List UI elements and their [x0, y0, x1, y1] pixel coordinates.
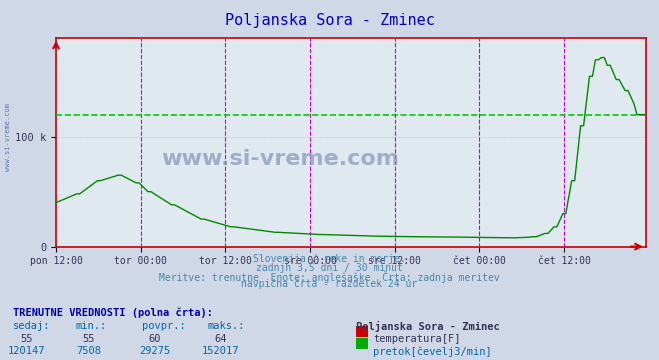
Text: Poljanska Sora - Zminec: Poljanska Sora - Zminec — [356, 321, 500, 332]
Text: Poljanska Sora - Zminec: Poljanska Sora - Zminec — [225, 13, 434, 28]
Text: navpična črta - razdelek 24 ur: navpična črta - razdelek 24 ur — [241, 279, 418, 289]
Text: 152017: 152017 — [202, 346, 239, 356]
Text: sedaj:: sedaj: — [13, 321, 51, 331]
Text: maks.:: maks.: — [208, 321, 245, 331]
Text: temperatura[F]: temperatura[F] — [373, 334, 461, 344]
Text: 7508: 7508 — [76, 346, 101, 356]
Text: 55: 55 — [83, 334, 95, 344]
Text: www.si-vreme.com: www.si-vreme.com — [5, 103, 11, 171]
Text: povpr.:: povpr.: — [142, 321, 185, 331]
Text: Meritve: trenutne  Enote: anglešaške  Črta: zadnja meritev: Meritve: trenutne Enote: anglešaške Črta… — [159, 271, 500, 283]
Text: zadnjh 3,5 dni / 30 minut: zadnjh 3,5 dni / 30 minut — [256, 263, 403, 273]
Text: 120147: 120147 — [8, 346, 45, 356]
Text: min.:: min.: — [76, 321, 107, 331]
Text: 64: 64 — [215, 334, 227, 344]
Text: Slovenija / reke in morje.: Slovenija / reke in morje. — [253, 254, 406, 264]
Text: 55: 55 — [20, 334, 32, 344]
Text: 60: 60 — [149, 334, 161, 344]
Text: 29275: 29275 — [139, 346, 171, 356]
Text: TRENUTNE VREDNOSTI (polna črta):: TRENUTNE VREDNOSTI (polna črta): — [13, 308, 213, 318]
Text: www.si-vreme.com: www.si-vreme.com — [161, 149, 399, 169]
Text: pretok[čevelj3/min]: pretok[čevelj3/min] — [373, 346, 492, 357]
